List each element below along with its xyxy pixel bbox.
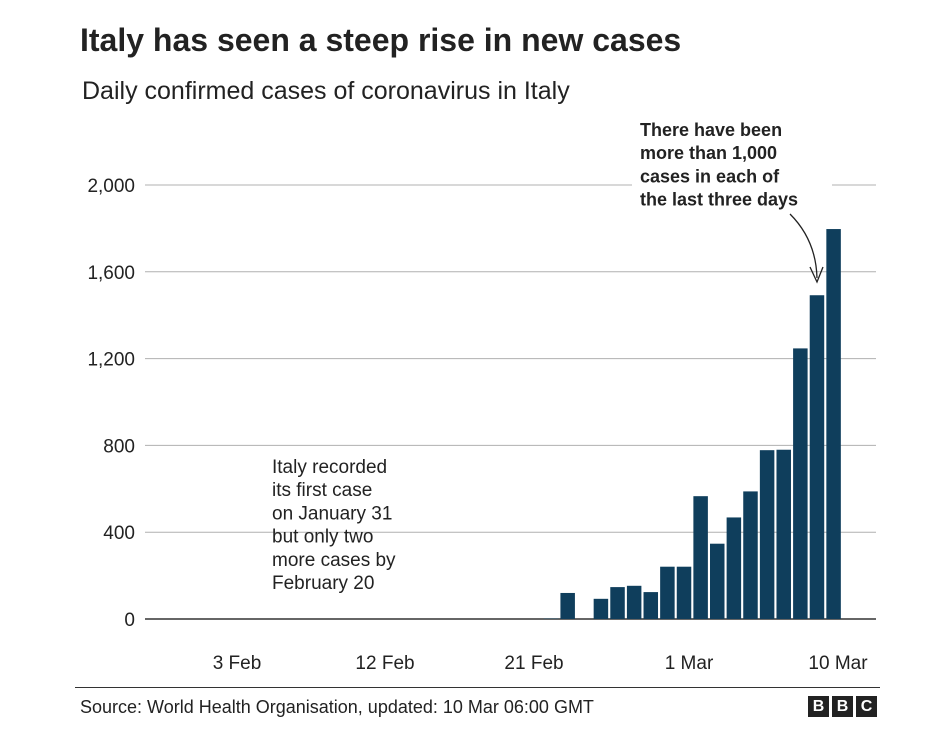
bar [826,229,841,619]
annotation-first-case-line: February 20 [272,573,374,594]
annotation-first-case-line: on January 31 [272,503,392,524]
bar [610,587,625,619]
bar [759,450,775,619]
bar [776,449,791,619]
annotation-first-case-line: its first case [272,480,372,501]
y-tick-label: 1,200 [87,350,135,371]
annotation-last-three-days-line: more than 1,000 [640,143,777,163]
bar [626,585,642,619]
x-tick-label: 10 Mar [808,653,868,674]
y-tick-label: 1,600 [87,263,135,284]
x-tick-label: 3 Feb [213,653,262,674]
bar [693,496,708,619]
x-tick-label: 21 Feb [504,653,563,674]
x-tick-label: 1 Mar [665,653,714,674]
source-note: Source: World Health Organisation, updat… [80,697,594,717]
annotation-first-case-line: but only two [272,527,373,548]
bar [743,491,758,619]
bar [809,295,825,619]
y-tick-label: 2,000 [87,176,135,197]
chart-subtitle: Daily confirmed cases of coronavirus in … [82,77,570,105]
bar [710,543,725,619]
annotation-last-three-days-line: There have been [640,120,782,140]
y-tick-label: 400 [103,523,135,544]
y-tick-label: 0 [124,610,135,631]
bar [593,598,609,619]
x-tick-label: 12 Feb [355,653,414,674]
bbc-logo: B B C [808,696,877,717]
annotation-arrow [789,213,818,279]
bar [726,517,742,619]
bar [660,566,675,619]
annotation-last-three-days-line: cases in each of [640,166,780,186]
bbc-logo-letter: B [808,696,829,717]
annotation-first-case-line: more cases by [272,550,396,571]
footer-divider [75,687,880,688]
bbc-logo-letter: B [832,696,853,717]
y-tick-label: 800 [103,436,135,457]
bar [560,592,575,619]
annotation-background [632,172,832,212]
bar [676,566,692,619]
bbc-logo-letter: C [856,696,877,717]
annotation-last-three-days-line: the last three days [640,190,798,210]
annotation-arrowhead [809,266,824,284]
bar [793,348,808,619]
annotation-first-case-line: Italy recorded [272,457,387,478]
bar [643,592,659,619]
chart-title: Italy has seen a steep rise in new cases [80,22,682,58]
